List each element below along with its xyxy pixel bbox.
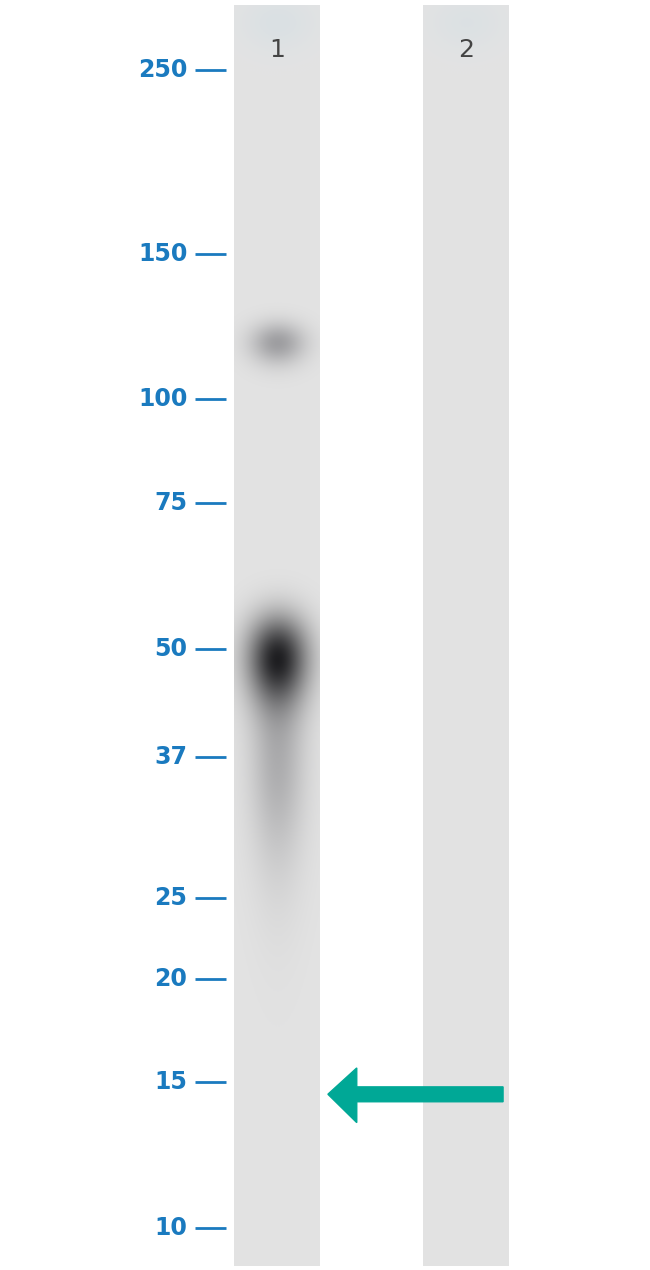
- Text: 100: 100: [138, 387, 187, 411]
- Text: 10: 10: [155, 1215, 187, 1240]
- Text: 1: 1: [269, 38, 285, 62]
- Text: 25: 25: [155, 886, 187, 911]
- Text: 75: 75: [154, 491, 187, 514]
- Text: 250: 250: [138, 57, 187, 81]
- Text: 150: 150: [138, 241, 187, 265]
- Text: 15: 15: [155, 1071, 187, 1093]
- Text: 50: 50: [154, 636, 187, 660]
- FancyArrow shape: [328, 1068, 503, 1123]
- Text: 2: 2: [458, 38, 474, 62]
- Text: 37: 37: [154, 745, 187, 770]
- Text: 20: 20: [155, 966, 187, 991]
